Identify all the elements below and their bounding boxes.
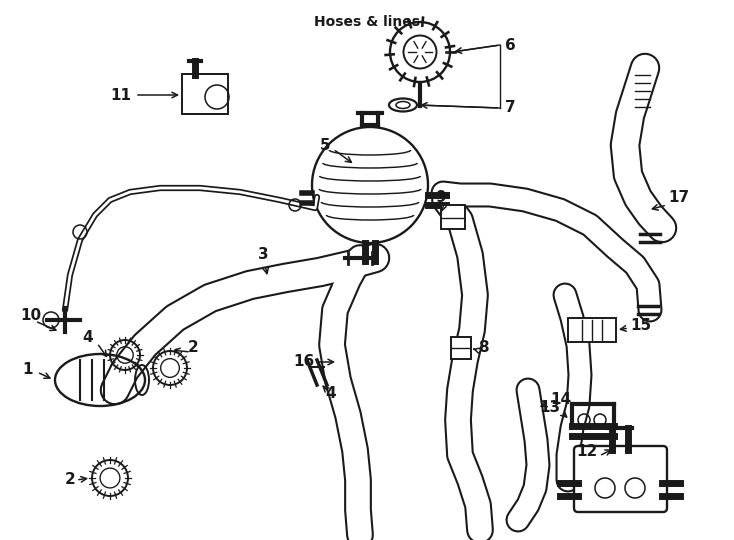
Text: Hoses & lines: Hoses & lines — [314, 15, 420, 29]
Text: 4: 4 — [325, 386, 335, 401]
Text: 6: 6 — [505, 37, 516, 52]
Text: 1: 1 — [22, 362, 32, 377]
Text: 16: 16 — [294, 354, 315, 369]
Text: 2: 2 — [65, 472, 75, 488]
Text: 7: 7 — [505, 100, 515, 116]
Text: 8: 8 — [478, 341, 489, 355]
FancyBboxPatch shape — [182, 74, 228, 114]
Text: 12: 12 — [577, 444, 598, 460]
FancyBboxPatch shape — [451, 337, 471, 359]
FancyBboxPatch shape — [441, 205, 465, 229]
Text: 4: 4 — [82, 330, 92, 346]
Text: 5: 5 — [320, 138, 330, 152]
Text: 13: 13 — [539, 401, 560, 415]
Text: 11: 11 — [110, 87, 131, 103]
Text: 14: 14 — [550, 393, 571, 408]
Text: 17: 17 — [668, 191, 689, 206]
FancyBboxPatch shape — [574, 446, 667, 512]
Text: 3: 3 — [258, 247, 269, 262]
Text: 9: 9 — [435, 191, 446, 206]
FancyBboxPatch shape — [568, 318, 616, 342]
Text: 2: 2 — [188, 341, 199, 355]
Text: 15: 15 — [630, 318, 651, 333]
Text: 10: 10 — [20, 307, 41, 322]
